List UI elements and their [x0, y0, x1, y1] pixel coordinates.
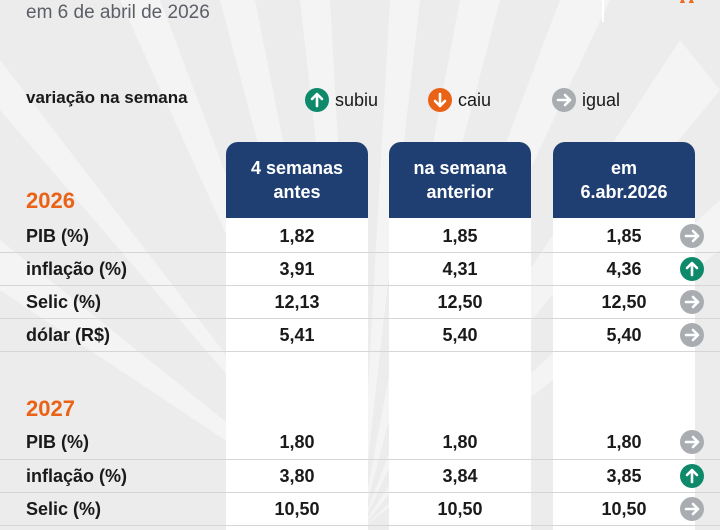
arrow-right-icon	[680, 497, 704, 521]
table-cell: 3,80	[279, 466, 315, 486]
arrow-up-icon	[305, 88, 329, 112]
arrow-down-icon	[428, 88, 452, 112]
table-cell: 5,41	[279, 325, 315, 345]
row-label-dolar: dólar (R$)	[26, 325, 111, 345]
table-cell: 12,13	[274, 292, 320, 312]
column-header-line2: 6.abr.2026	[580, 182, 668, 202]
arrow-right-icon	[680, 323, 704, 347]
table-cell: 1,80	[279, 432, 315, 452]
legend-label-up: subiu	[335, 89, 379, 110]
table-cell: 5,40	[606, 325, 642, 345]
table-cell: 3,85	[606, 466, 642, 486]
row-divider	[0, 525, 720, 526]
table-cell: 10,50	[437, 499, 483, 519]
row-label-pib: PIB (%)	[26, 226, 89, 246]
table-cell: 12,50	[437, 292, 483, 312]
arrow-right-icon	[680, 290, 704, 314]
table-cell: 3,84	[442, 466, 478, 486]
row-divider	[0, 459, 720, 460]
table-cell: 10,50	[601, 499, 647, 519]
column-body-1	[226, 218, 368, 530]
date-subtitle: em 6 de abril de 2026	[26, 2, 210, 23]
row-divider	[0, 351, 720, 352]
table-cell: 1,80	[606, 432, 642, 452]
table-cell: 4,31	[442, 259, 478, 279]
row-label-selic: Selic (%)	[26, 292, 102, 312]
row-label-inflacao: inflação (%)	[26, 259, 128, 279]
legend-item-same: igual	[552, 88, 620, 112]
year-heading-2026: 2026	[26, 188, 75, 213]
arrow-up-icon	[680, 257, 704, 281]
arrow-right-icon	[680, 430, 704, 454]
column-header-line2: anterior	[426, 182, 494, 202]
column-body-3	[553, 218, 695, 530]
legend-item-up: subiu	[305, 88, 378, 112]
table-cell: 4,36	[606, 259, 642, 279]
column-body-2	[389, 218, 531, 530]
table-cell: 1,82	[279, 226, 315, 246]
column-header-line2: antes	[273, 182, 321, 202]
row-label-selic: Selic (%)	[26, 499, 102, 519]
legend-title: variação na semana	[26, 88, 188, 107]
row-divider	[0, 318, 720, 319]
column-header-line1: em	[610, 158, 637, 178]
table-cell: 3,91	[279, 259, 315, 279]
column-header-line1: na semana	[413, 158, 507, 178]
table-cell: 12,50	[601, 292, 647, 312]
row-divider	[0, 252, 720, 253]
year-heading-2027: 2027	[26, 396, 75, 421]
top-divider-line	[602, 0, 604, 22]
column-header-current-date: em 6.abr.2026	[553, 142, 695, 218]
row-label-pib: PIB (%)	[26, 432, 89, 452]
column-header-previous-week: na semana anterior	[389, 142, 531, 218]
table-cell: 1,85	[606, 226, 642, 246]
table-cell: 1,85	[442, 226, 478, 246]
legend-item-down: caiu	[428, 88, 491, 112]
table-cell: 1,80	[442, 432, 478, 452]
table-cell: 5,40	[442, 325, 478, 345]
column-header-4-weeks-before: 4 semanas antes	[226, 142, 368, 218]
arrow-up-icon	[680, 464, 704, 488]
brand-mark-icon: ▲▲	[678, 0, 696, 5]
column-header-line1: 4 semanas	[250, 158, 344, 178]
arrow-right-icon	[680, 224, 704, 248]
legend-label-same: igual	[582, 89, 621, 110]
table-cell: 10,50	[274, 499, 320, 519]
legend-label-down: caiu	[458, 89, 492, 110]
row-divider	[0, 285, 720, 286]
row-label-inflacao: inflação (%)	[26, 466, 128, 486]
row-divider	[0, 492, 720, 493]
arrow-right-icon	[552, 88, 576, 112]
